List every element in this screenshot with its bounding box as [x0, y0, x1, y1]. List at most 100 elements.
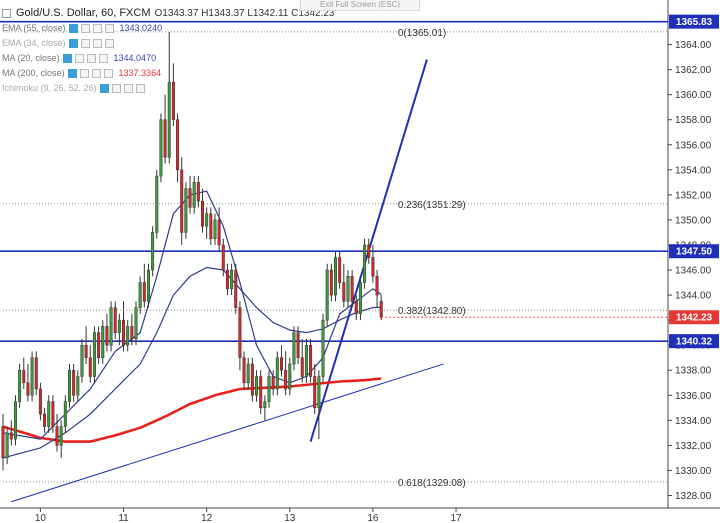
candle-body: [134, 307, 138, 340]
study-name[interactable]: MA (200, close): [2, 68, 65, 78]
remove-icon[interactable]: [91, 69, 101, 78]
collapse-legend-icon[interactable]: [2, 9, 11, 18]
candle-body: [209, 213, 213, 239]
y-tick-label: 1352.00: [675, 190, 712, 201]
candle-body: [192, 182, 196, 208]
eye-icon[interactable]: [99, 84, 109, 93]
candle-body: [354, 301, 358, 315]
study-name[interactable]: MA (20, close): [2, 53, 60, 63]
candle-body: [109, 307, 113, 346]
x-tick-label: 10: [35, 513, 47, 523]
candle-body: [321, 319, 325, 377]
y-tick-label: 1334.00: [675, 416, 712, 427]
candle-body: [342, 282, 346, 302]
study-name[interactable]: Ichimoku (9, 26, 52, 26): [2, 83, 97, 93]
level-price-tag: [669, 14, 719, 29]
study-name[interactable]: EMA (34, close): [2, 38, 66, 48]
candle-body: [5, 432, 9, 459]
candle-body: [13, 401, 17, 440]
fib-level-label: 0(1365.01): [398, 28, 446, 39]
study-row: Ichimoku (9, 26, 52, 26): [2, 81, 334, 96]
candle-body: [88, 357, 92, 377]
settings-icon[interactable]: [79, 69, 89, 78]
remove-icon[interactable]: [86, 54, 96, 63]
remove-icon[interactable]: [92, 24, 102, 33]
candle-body: [18, 369, 22, 402]
candle-body: [47, 401, 51, 427]
candle-body: [1, 426, 5, 459]
x-tick-label: 11: [118, 513, 129, 523]
candle-body: [55, 426, 59, 446]
candle-body: [159, 119, 163, 177]
y-tick-label: 1336.00: [675, 391, 712, 402]
y-tick-label: 1330.00: [675, 466, 712, 477]
candle-body: [296, 332, 300, 358]
candle-body: [9, 432, 13, 440]
candle-body: [346, 276, 350, 302]
ma-20-line: [2, 190, 382, 440]
x-tick-label: 16: [367, 513, 379, 523]
level-price-label: 1365.83: [676, 17, 713, 28]
candle-body: [375, 276, 379, 296]
settings-icon[interactable]: [74, 54, 84, 63]
candle-body: [271, 376, 275, 390]
symbol-header: Gold/U.S. Dollar, 60, FXCM O1343.37 H1343…: [2, 6, 334, 21]
candle-body: [246, 363, 250, 383]
candle-body: [338, 257, 342, 283]
candle-body: [371, 257, 375, 277]
eye-icon[interactable]: [68, 24, 78, 33]
y-tick-label: 1364.00: [675, 40, 712, 51]
candle-body: [151, 232, 155, 271]
study-name[interactable]: EMA (55, close): [2, 23, 66, 33]
symbol-title: Gold/U.S. Dollar, 60, FXCM O1343.37 H1343…: [16, 6, 334, 21]
eye-icon[interactable]: [62, 54, 72, 63]
candle-body: [238, 307, 242, 358]
eye-icon[interactable]: [68, 39, 78, 48]
more-icon[interactable]: [135, 84, 145, 93]
remove-icon[interactable]: [123, 84, 133, 93]
more-icon[interactable]: [103, 69, 113, 78]
more-icon[interactable]: [104, 39, 114, 48]
more-icon[interactable]: [98, 54, 108, 63]
candle-body: [171, 81, 175, 120]
candle-body: [275, 357, 279, 390]
candle-body: [259, 376, 263, 409]
candle-body: [146, 269, 150, 302]
candle-body: [30, 357, 34, 396]
candle-body: [196, 182, 200, 202]
y-tick-label: 1332.00: [675, 441, 712, 452]
candle-body: [313, 376, 317, 409]
ohlc-values: O1343.37 H1343.37 L1342.11 C1342.23: [154, 8, 335, 19]
y-tick-label: 1346.00: [675, 266, 712, 277]
trendline: [11, 363, 444, 503]
remove-icon[interactable]: [92, 39, 102, 48]
candle-body: [279, 357, 283, 371]
study-row: EMA (55, close) 1343.0240: [2, 21, 334, 36]
symbol-label: Gold/U.S. Dollar, 60, FXCM: [16, 7, 151, 19]
candle-body: [304, 344, 308, 377]
x-tick-label: 17: [450, 513, 462, 523]
candle-body: [72, 369, 76, 396]
candle-body: [201, 200, 204, 227]
candle-body: [180, 169, 184, 233]
settings-icon[interactable]: [80, 24, 90, 33]
candle-body: [43, 413, 47, 427]
last-price-label: 1342.23: [676, 313, 713, 324]
candle-body: [176, 119, 180, 171]
level-price-tag: [669, 244, 719, 259]
candle-body: [126, 326, 130, 346]
more-icon[interactable]: [104, 24, 114, 33]
candle-body: [97, 332, 101, 358]
candle-body: [325, 269, 329, 321]
candle-body: [367, 244, 371, 258]
candle-body: [59, 426, 63, 446]
candle-body: [334, 257, 337, 296]
exit-fullscreen-button[interactable]: Exit Full Screen (ESC): [300, 0, 420, 11]
settings-icon[interactable]: [111, 84, 121, 93]
candle-body: [358, 282, 362, 315]
eye-icon[interactable]: [67, 69, 77, 78]
x-tick-label: 13: [284, 513, 296, 523]
y-tick-label: 1358.00: [675, 115, 712, 126]
settings-icon[interactable]: [80, 39, 90, 48]
y-tick-label: 1356.00: [675, 140, 712, 151]
